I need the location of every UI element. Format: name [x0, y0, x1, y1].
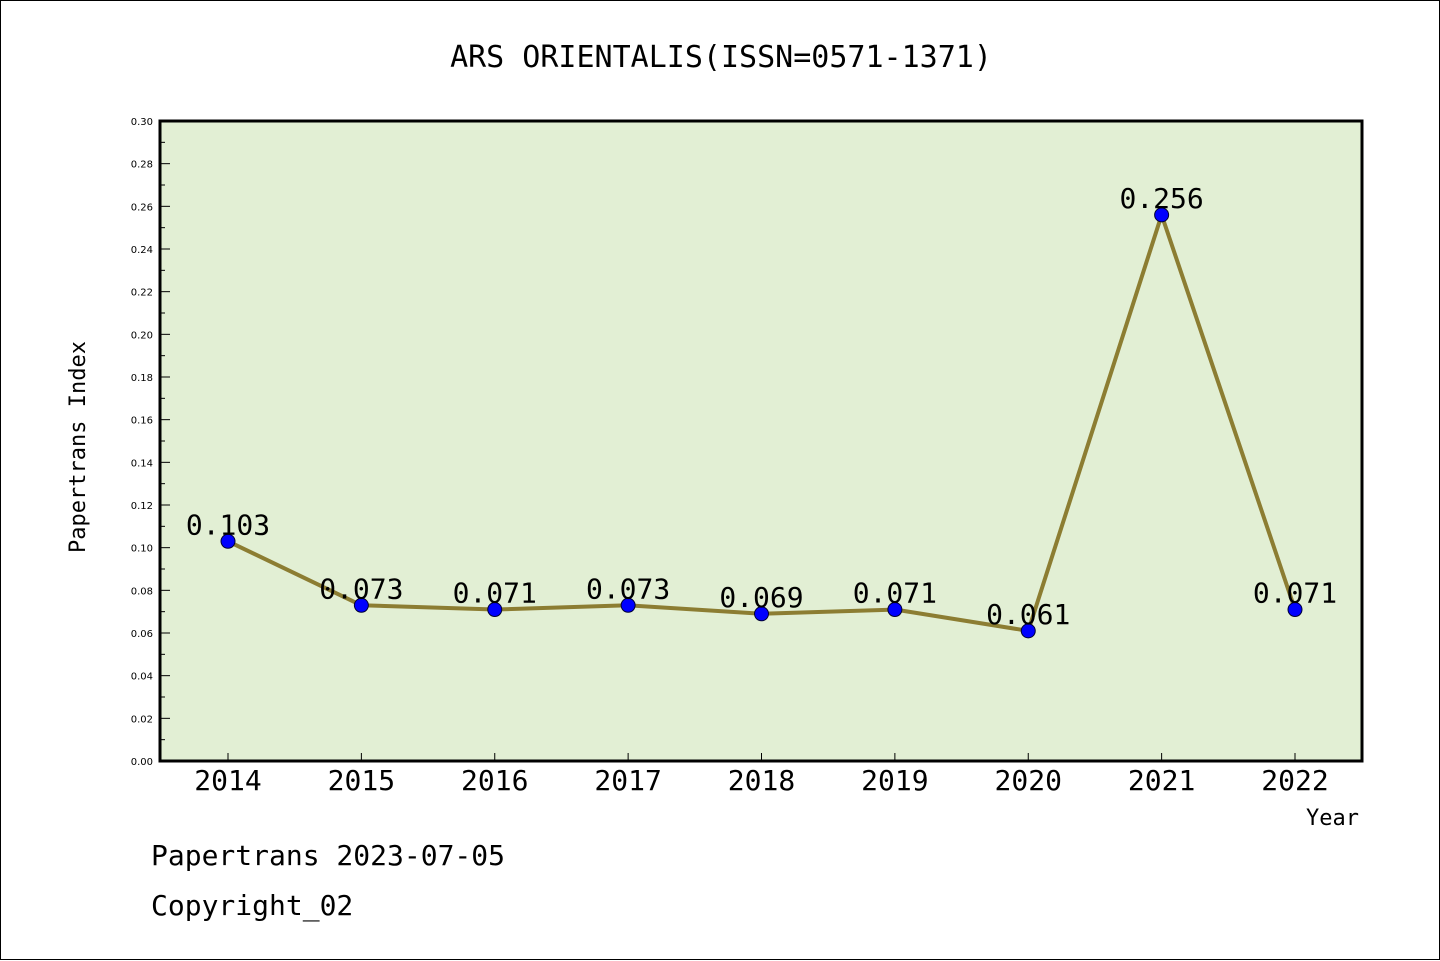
y-tick-label: 0.10 [131, 544, 153, 555]
data-point [353, 597, 369, 613]
y-tick-label: 0.16 [131, 416, 153, 427]
x-tick-label: 2017 [594, 764, 661, 797]
x-tick-label: 2014 [194, 764, 261, 797]
data-point [887, 602, 903, 618]
chart-title: ARS ORIENTALIS(ISSN=0571-1371) [450, 40, 992, 75]
y-tick-label: 0.22 [131, 288, 153, 299]
x-tick-label: 2018 [728, 764, 795, 797]
y-tick-label: 0.06 [131, 629, 153, 640]
x-tick-label: 2021 [1128, 764, 1195, 797]
x-tick-label: 2016 [461, 764, 528, 797]
x-tick-label: 2020 [995, 764, 1062, 797]
data-label: 0.071 [1253, 577, 1337, 610]
y-tick-label: 0.08 [131, 586, 153, 597]
data-point [620, 597, 636, 613]
data-point [1154, 207, 1170, 223]
y-tick-label: 0.14 [131, 458, 153, 469]
y-tick-label: 0.20 [131, 330, 153, 341]
data-label: 0.073 [586, 572, 670, 605]
y-axis-label: Papertrans Index [66, 341, 91, 553]
data-label: 0.061 [986, 598, 1070, 631]
y-tick-label: 0.28 [131, 160, 153, 171]
y-tick-label: 0.18 [131, 373, 153, 384]
x-axis-label: Year [1306, 806, 1359, 831]
x-tick-label: 2015 [328, 764, 395, 797]
data-point [487, 602, 503, 618]
data-label: 0.256 [1119, 182, 1203, 215]
footer-date: Papertrans 2023-07-05 [151, 839, 505, 872]
x-tick-label: 2022 [1261, 764, 1328, 797]
data-point [754, 606, 769, 622]
y-tick-label: 0.24 [131, 245, 153, 256]
data-label: 0.071 [853, 577, 937, 610]
data-point [1020, 623, 1036, 639]
x-tick-label: 2019 [861, 764, 928, 797]
plot-area [158, 119, 1364, 763]
y-tick-label: 0.26 [131, 202, 153, 213]
data-point [1287, 602, 1303, 618]
y-tick-label: 0.12 [131, 501, 153, 512]
y-tick-label: 0.04 [131, 672, 153, 683]
y-tick-label: 0.02 [131, 714, 153, 725]
footer-copyright: Copyright_02 [151, 889, 353, 923]
data-point [220, 533, 236, 549]
data-label: 0.071 [453, 577, 537, 610]
data-label: 0.073 [319, 572, 403, 605]
data-label: 0.103 [186, 508, 270, 541]
y-tick-label: 0.30 [131, 117, 153, 128]
y-tick-label: 0.00 [131, 757, 153, 768]
data-label: 0.069 [719, 581, 803, 614]
